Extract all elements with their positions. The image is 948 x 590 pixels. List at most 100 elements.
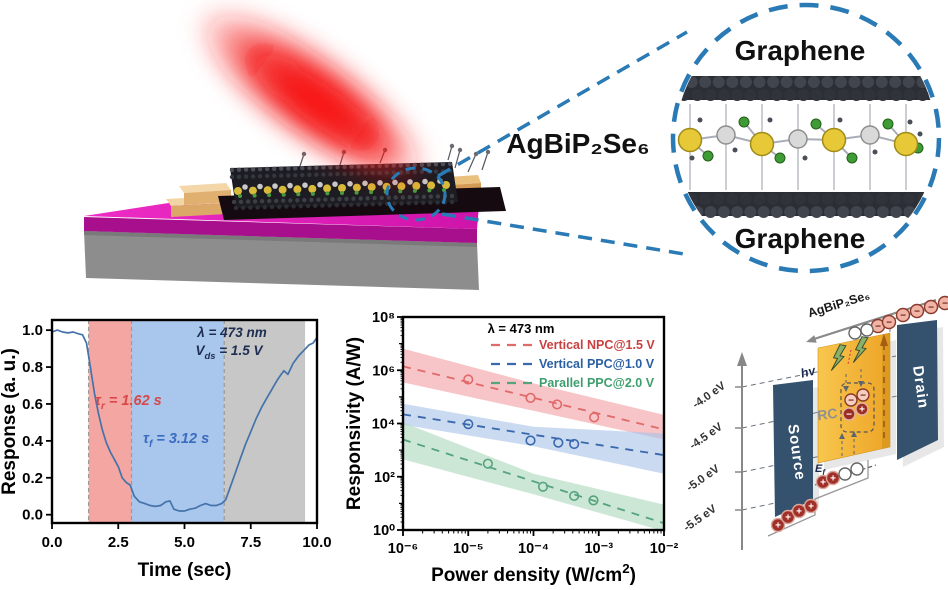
svg-text:10⁻²: 10⁻² <box>650 541 679 557</box>
energy-axis: -4.0 eV -4.5 eV -5.0 eV -5.5 eV <box>682 352 747 550</box>
svg-text:−: − <box>914 307 920 318</box>
drift-arrow <box>880 334 888 438</box>
svg-text:2.5: 2.5 <box>108 534 129 551</box>
bias-annotation: Vds = 1.5 V <box>196 343 264 362</box>
svg-text:10⁻⁵: 10⁻⁵ <box>453 541 484 557</box>
svg-text:10⁶: 10⁶ <box>372 363 395 379</box>
svg-text:5.0: 5.0 <box>174 534 195 551</box>
rise-time-annotation: τr = 1.62 s <box>95 393 162 412</box>
data-point <box>588 495 599 506</box>
graphene-top-label: Graphene <box>735 35 866 66</box>
electron-icon <box>923 299 939 315</box>
response-curve <box>51 329 318 512</box>
svg-text:+: + <box>859 405 865 416</box>
drain-block <box>897 320 938 460</box>
fermi-label: Ef <box>815 463 826 477</box>
confidence-band <box>403 422 664 530</box>
svg-text:+: + <box>808 502 814 513</box>
svg-text:10⁻⁶: 10⁻⁶ <box>388 541 418 557</box>
svg-text:1.0: 1.0 <box>22 322 43 339</box>
y-axis-label: Responsivity (A/W) <box>345 337 365 510</box>
data-point <box>569 490 580 502</box>
band-diagram-panel: -4.0 eV -4.5 eV -5.0 eV -5.5 eV Source D… <box>682 288 948 550</box>
crystal-inset: Graphene Graphene <box>670 2 942 274</box>
svg-text:+: + <box>785 513 791 524</box>
shaded-fall-region <box>131 320 225 523</box>
data-point <box>553 437 564 448</box>
inset-structure-art <box>676 76 936 218</box>
svg-text:0.0: 0.0 <box>22 507 43 524</box>
empty-state-icon <box>838 467 852 481</box>
data-point <box>552 399 563 410</box>
data-point <box>569 438 580 450</box>
svg-text:−: − <box>875 322 881 333</box>
svg-text:+: + <box>820 478 826 489</box>
svg-text:−: − <box>900 311 906 322</box>
valence-staircase-line <box>767 460 869 537</box>
svg-text:0.0: 0.0 <box>42 534 63 551</box>
laser-beam <box>193 4 431 190</box>
svg-text:10.0: 10.0 <box>302 534 331 551</box>
svg-text:10⁸: 10⁸ <box>372 310 395 326</box>
svg-text:−: − <box>886 318 892 329</box>
photon-bolts-icon <box>830 336 869 371</box>
svg-text:7.5: 7.5 <box>240 534 261 551</box>
wavelength-annotation: λ = 473 nm <box>488 321 555 336</box>
empty-state-icon <box>860 323 874 337</box>
svg-text:0.4: 0.4 <box>22 433 44 450</box>
svg-text:−: − <box>860 391 866 402</box>
band-compound-label: AgBiP₂Se₆ <box>806 288 871 320</box>
energy-tick-label: -4.5 eV <box>688 421 726 452</box>
electron-icon <box>909 303 925 319</box>
trend-line <box>403 438 664 525</box>
responsivity-chart: 10⁻⁶ 10⁻⁵ 10⁻⁴ 10⁻³ 10⁻² 10⁰ 10² 10⁴ 10⁶ 10⁸ Power… <box>345 310 679 586</box>
empty-state-icon <box>850 462 864 476</box>
svg-text:0.2: 0.2 <box>22 470 43 487</box>
axis-arrow-icon <box>737 352 747 366</box>
svg-text:−: − <box>942 299 948 310</box>
empty-state-icon <box>848 326 862 340</box>
hole-icon <box>770 517 786 533</box>
drain-label: Drain <box>909 365 932 410</box>
data-point <box>525 435 536 446</box>
data-point <box>463 418 474 430</box>
svg-text:+: + <box>830 474 836 485</box>
svg-text:−: − <box>846 410 852 421</box>
svg-text:10⁻⁴: 10⁻⁴ <box>518 541 549 557</box>
svg-text:0.8: 0.8 <box>22 359 43 376</box>
trap-electron-icon <box>844 393 858 407</box>
graphene-bottom-label: Graphene <box>735 223 866 254</box>
response-time-chart: 0.0 2.5 5.0 7.5 10.0 0.0 0.2 0.4 0.6 0.8 1.0 Time (… <box>0 318 332 581</box>
photon-label: hv <box>799 363 818 380</box>
trap-hole-icon <box>855 402 869 416</box>
confidence-band <box>403 403 664 474</box>
svg-text:10²: 10² <box>374 470 395 486</box>
electron-icon <box>937 295 948 311</box>
zoom-region-circle <box>385 166 447 222</box>
data-point <box>525 392 536 403</box>
shaded-recovery-region <box>224 320 306 523</box>
data-point <box>482 458 493 469</box>
wavelength-annotation: λ = 473 nm <box>196 325 266 340</box>
legend-label: Parallel PPC@2.0 V <box>539 376 655 390</box>
trap-electron-icon <box>842 407 856 421</box>
charge-carriers: − −− − − −+++ ++ +− −− + <box>770 295 948 533</box>
legend-label: Vertical PPC@1.0 V <box>539 357 655 371</box>
y-axis-label: Response (a. u.) <box>0 348 20 495</box>
svg-text:0.6: 0.6 <box>22 396 43 413</box>
data-point <box>589 412 600 423</box>
svg-text:10⁴: 10⁴ <box>372 417 395 433</box>
active-layer-edge <box>882 333 890 449</box>
source-block <box>773 380 813 517</box>
x-axis-label: Time (sec) <box>138 560 232 581</box>
hole-icon <box>803 498 819 514</box>
hole-icon <box>791 503 807 519</box>
svg-text:+: + <box>775 521 781 532</box>
svg-text:−: − <box>848 396 854 407</box>
rc-trap-box <box>840 382 875 433</box>
svg-text:−: − <box>928 303 934 314</box>
fall-time-annotation: τf = 3.12 s <box>143 431 209 450</box>
gold-electrode-left <box>166 183 231 217</box>
legend-label: Vertical NPC@1.5 V <box>539 338 655 352</box>
